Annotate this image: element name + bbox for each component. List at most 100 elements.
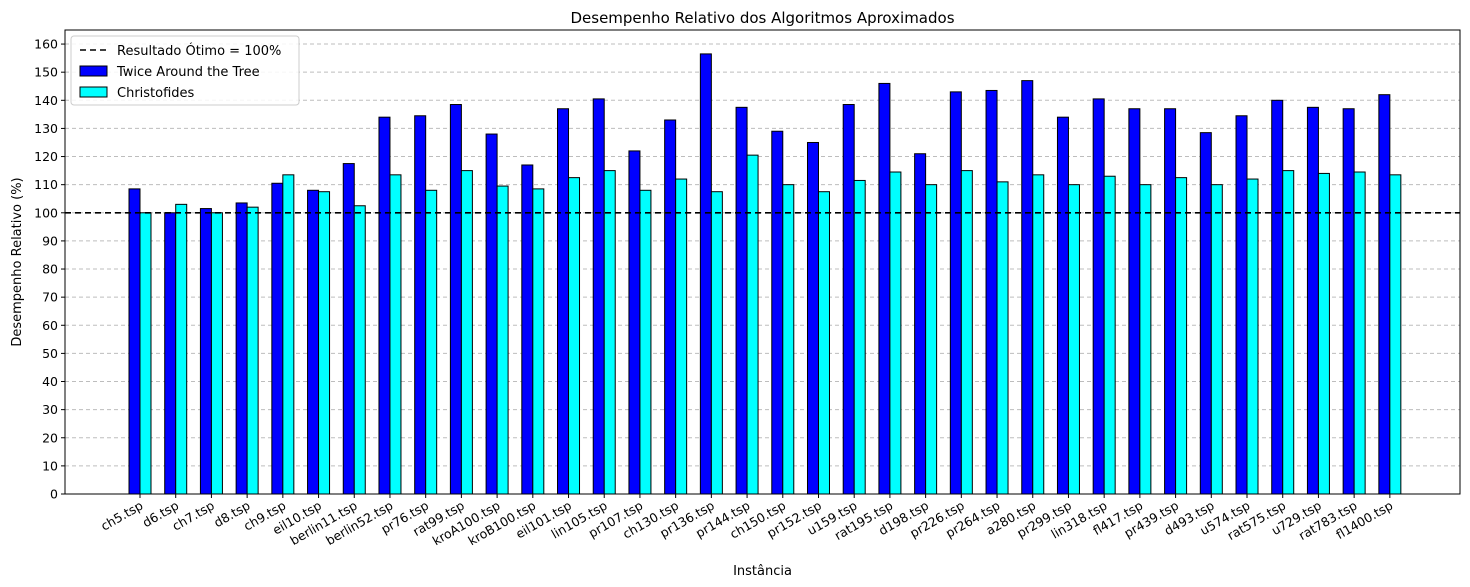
bar-twice-around [1342,108,1355,495]
bar-twice-around [1128,108,1141,495]
y-tick-label: 30 [42,402,58,417]
legend: Resultado Ótimo = 100% Twice Around the … [70,35,300,106]
y-tick-label: 80 [42,262,58,277]
y-tick-label: 130 [34,121,58,136]
bar-twice-around [521,164,534,495]
bar-twice-around [806,141,819,495]
bar-christofides [246,206,259,495]
y-tick-label: 10 [42,458,58,473]
y-tick-label: 50 [42,346,58,361]
legend-swatch-twice-around [79,65,108,77]
bar-christofides [925,184,938,495]
bar-christofides [389,174,402,495]
bar-christofides [889,171,902,495]
bar-twice-around [628,150,641,495]
bar-twice-around [592,98,605,495]
bar-christofides [353,205,366,495]
bar-christofides [460,170,473,495]
y-axis-ticks: 0 10 20 30 40 50 60 70 80 90 100 110 120 130 140 150 160 [34,37,65,502]
bar-twice-around [914,153,927,495]
legend-label-reference: Resultado Ótimo = 100% [117,43,281,59]
y-tick-label: 90 [42,233,58,248]
bar-christofides [1139,184,1152,495]
bar-twice-around [307,189,320,495]
bar-christofides [425,189,438,495]
bar-christofides [139,212,152,495]
bar-twice-around [271,182,284,495]
bar-christofides [1175,177,1188,495]
bar-twice-around [164,212,177,495]
bar-christofides [1282,170,1295,495]
x-tick-label: ch5.tsp [98,498,145,534]
y-tick-label: 40 [42,374,58,389]
bar-twice-around [1056,116,1069,495]
bar-twice-around [199,208,212,495]
bar-christofides [175,203,188,495]
bar-christofides [960,170,973,495]
bar-twice-around [842,104,855,495]
y-tick-label: 60 [42,318,58,333]
bars [128,53,1402,495]
bar-christofides [603,170,616,495]
bar-twice-around [235,202,248,495]
bar-twice-around [735,106,748,495]
bar-christofides [1067,184,1080,495]
bar-christofides [282,174,295,495]
bar-twice-around [985,89,998,495]
legend-swatch-christofides [79,86,108,98]
y-tick-label: 110 [34,177,58,192]
x-axis-label: Instância [733,564,792,579]
bar-christofides [710,191,723,495]
bar-christofides [1103,175,1116,495]
bar-christofides [532,188,545,495]
bar-twice-around [414,115,427,495]
bar-twice-around [949,91,962,495]
legend-label-twice-around: Twice Around the Tree [116,65,260,80]
bar-christofides [210,212,223,495]
y-tick-label: 70 [42,290,58,305]
bar-twice-around [485,133,498,495]
bar-christofides [1353,171,1366,495]
y-tick-label: 20 [42,430,58,445]
bar-christofides [853,179,866,495]
bar-christofides [1210,184,1223,495]
bar-twice-around [1306,106,1319,495]
bar-christofides [318,191,331,495]
bar-christofides [782,184,795,495]
bar-twice-around [378,116,391,495]
y-tick-label: 120 [34,149,58,164]
x-axis-ticks: ch5.tspd6.tspch7.tspd8.tspch9.tspeil10.t… [98,494,1395,548]
bar-christofides [1389,174,1402,495]
bar-christofides [568,177,581,495]
bar-christofides [746,154,759,495]
bar-twice-around [1164,108,1177,495]
bar-twice-around [1235,115,1248,495]
bar-twice-around [878,82,891,495]
bar-twice-around [1021,80,1034,495]
y-tick-label: 100 [34,205,58,220]
bar-christofides [817,191,830,495]
chart-title: Desempenho Relativo dos Algoritmos Aprox… [570,9,954,27]
bar-christofides [639,189,652,495]
bar-twice-around [557,108,570,495]
bar-christofides [496,185,509,495]
plot-frame [64,29,1461,495]
bar-twice-around [771,130,784,495]
y-tick-label: 0 [50,487,58,502]
legend-label-christofides: Christofides [117,86,195,101]
y-tick-label: 140 [34,93,58,108]
y-tick-label: 150 [34,65,58,80]
legend-box [70,35,300,106]
bar-twice-around [1378,94,1391,495]
y-axis-label: Desempenho Relativo (%) [10,177,25,346]
bar-twice-around [1092,98,1105,495]
bar-twice-around [1199,132,1212,495]
bar-twice-around [699,53,712,495]
bar-christofides [996,181,1009,495]
bar-christofides [675,178,688,495]
bar-christofides [1317,172,1330,495]
bar-twice-around [1271,99,1284,495]
bar-twice-around [128,188,141,495]
bar-christofides [1032,174,1045,495]
